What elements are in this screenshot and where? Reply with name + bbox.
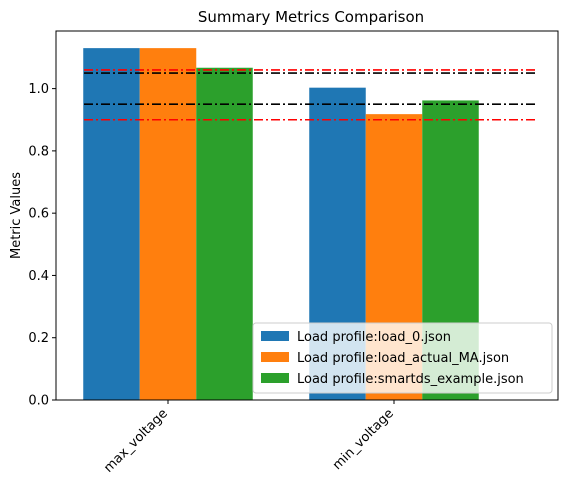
y-tick-label: 0.0 (28, 394, 49, 409)
y-tick-label: 0.8 (28, 144, 49, 159)
legend-label: Load profile:smartds_example.json (297, 372, 524, 387)
bar-max_voltage-series-1 (83, 48, 140, 400)
legend-swatch (261, 331, 289, 341)
legend: Load profile:load_0.json Load profile:loa… (252, 322, 553, 394)
bar-max_voltage-series-3 (196, 67, 253, 401)
y-tick-label: 0.6 (28, 207, 49, 222)
legend-frame (252, 322, 553, 394)
y-tick-label: 1.0 (28, 82, 49, 97)
plot-frame (55, 30, 559, 401)
legend-label: Load profile:load_0.json (297, 330, 451, 345)
x-tick-label: max_voltage (101, 406, 171, 476)
legend-swatch (261, 352, 289, 362)
y-tick-label: 0.4 (28, 269, 49, 284)
plot-area: 0.0 0.2 0.4 0.6 0.8 1.0 max_voltage min_voltage (28, 30, 559, 476)
chart-title: Summary Metrics Comparison (198, 8, 424, 26)
legend-swatch (261, 373, 289, 383)
bar-max_voltage-series-2 (139, 48, 197, 400)
legend-label: Load profile:load_actual_MA.json (297, 351, 509, 366)
y-tick-label: 0.2 (28, 331, 49, 346)
y-axis-label: Metric Values (9, 172, 24, 259)
x-tick-label: min_voltage (330, 406, 397, 473)
